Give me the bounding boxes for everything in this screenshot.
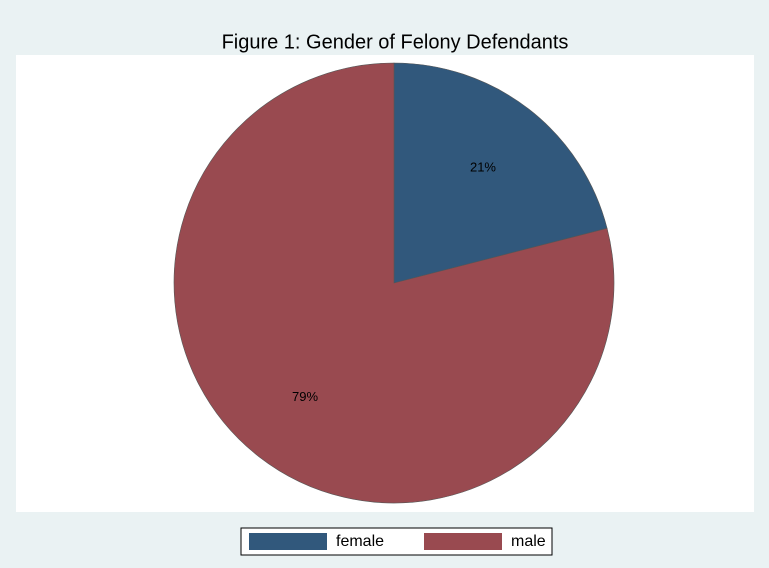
legend-swatch (249, 533, 327, 550)
legend-label: male (511, 533, 546, 550)
pie-slice (173, 62, 615, 504)
slice-label: 79% (292, 389, 318, 404)
legend-label: female (336, 533, 384, 550)
slice-label: 21% (470, 160, 496, 175)
chart-title: Figure 1: Gender of Felony Defendants (222, 31, 569, 53)
pie-slice (393, 62, 608, 284)
legend-swatch (424, 533, 502, 550)
